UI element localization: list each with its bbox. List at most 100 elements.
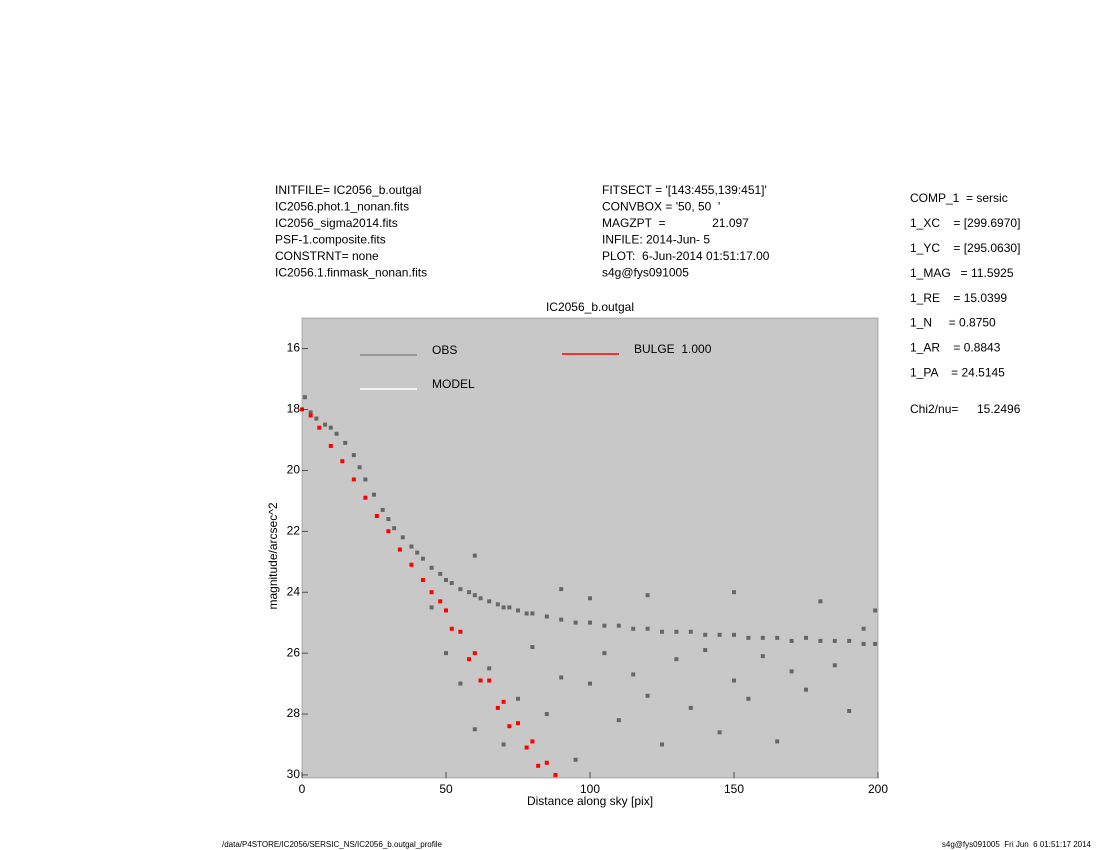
data-point [789,638,794,643]
data-point [688,629,693,634]
data-point [487,666,492,671]
header-line: PLOT: 6-Jun-2014 01:51:17.00 [602,249,770,263]
data-point [602,651,607,656]
chi2-value: 15.2496 [977,402,1021,416]
data-point [386,517,391,522]
data-point [645,693,650,698]
data-point [429,590,434,595]
data-point [674,629,679,634]
data-point [328,443,333,448]
data-point [400,535,405,540]
footer-right: s4g@fys091005 Fri Jun 6 01:51:17 2014 [942,840,1092,849]
data-point [832,663,837,668]
data-point [449,626,454,631]
parameter: 1_MAG = 11.5925 [910,266,1014,280]
data-point [616,718,621,723]
legend-label: BULGE 1.000 [634,342,712,356]
data-point [775,635,780,640]
data-point [501,605,506,610]
data-point [818,599,823,604]
data-point [507,605,512,610]
data-point [328,425,333,430]
data-point [674,657,679,662]
header-line: FITSECT = '[143:455,139:451]' [602,183,767,197]
data-point [449,581,454,586]
header-line: CONSTRNT= none [275,249,379,263]
data-point [645,593,650,598]
data-point [559,587,564,592]
data-point [516,721,520,726]
y-tick-label: 20 [287,462,301,476]
header-line: PSF-1.composite.fits [275,233,386,247]
plot-area [301,317,879,779]
data-point [501,742,506,747]
data-point [530,611,535,616]
parameter: 1_RE = 15.0399 [910,291,1007,305]
data-point [789,669,794,674]
data-point [415,550,420,555]
header-line: IC2056_sigma2014.fits [275,216,398,230]
data-point [334,431,339,436]
legend-label: MODEL [432,377,475,391]
data-point [314,416,319,421]
data-point [495,705,500,710]
data-point [308,413,313,418]
data-point [873,641,878,646]
data-point [746,635,751,640]
data-point [616,623,621,628]
data-point [588,620,592,625]
data-point [343,440,348,445]
data-point [760,635,765,640]
data-point [688,705,693,710]
data-point [351,477,356,482]
data-point [602,623,607,628]
header-line: s4g@fys091005 [602,266,689,280]
data-point [717,632,722,637]
data-point [444,651,448,656]
data-point [847,708,852,713]
y-tick-label: 18 [287,402,301,416]
data-point [536,763,541,768]
data-point [588,681,592,686]
data-point [472,593,477,598]
header-line: MAGZPT = 21.097 [602,216,749,230]
y-tick-label: 28 [287,706,301,720]
data-point [323,422,328,427]
data-point [478,678,483,683]
data-point [703,632,708,637]
y-tick-label: 26 [287,645,301,659]
data-point [472,727,477,732]
data-point [458,629,463,634]
parameter: 1_XC = [299.6970] [910,216,1020,230]
header-line: INITFILE= IC2056_b.outgal [275,183,421,197]
data-point [804,687,808,692]
data-point [746,696,751,701]
data-point [429,605,434,610]
data-point [660,629,664,634]
x-tick-label: 200 [868,782,888,796]
chart-title: IC2056_b.outgal [546,300,634,314]
data-point [524,611,529,616]
data-point [444,608,448,613]
y-tick-label: 30 [287,767,301,781]
data-point [544,760,549,765]
data-point [559,617,564,622]
data-point [524,745,529,750]
parameter: 1_AR = 0.8843 [910,341,1001,355]
data-point [458,681,463,686]
parameter: 1_YC = [295.0630] [910,241,1020,255]
data-point [420,556,425,561]
data-point [732,590,736,595]
data-point [380,507,385,512]
data-point [487,678,492,683]
header-line: CONVBOX = '50, 50 ' [602,200,720,214]
data-point [717,730,722,735]
data-point [732,632,736,637]
data-point [847,638,852,643]
data-point [458,587,463,592]
data-point [703,648,708,653]
data-point [501,699,506,704]
data-point [832,638,837,643]
data-point [516,696,520,701]
parameter: 1_N = 0.8750 [910,316,996,330]
